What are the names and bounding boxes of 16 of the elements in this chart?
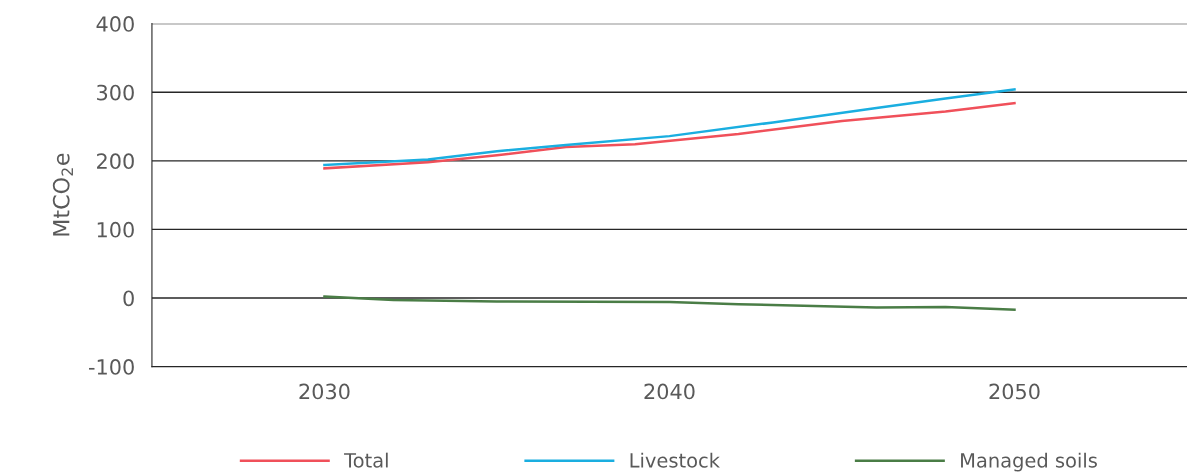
x-tick-label: 2040 — [644, 383, 695, 400]
line-series — [323, 295, 1016, 311]
x-tick-label: 2030 — [299, 383, 350, 400]
y-tick-label: 300 — [97, 84, 134, 101]
legend-label: Managed soils — [961, 452, 1097, 472]
y-tick-label: 0 — [123, 290, 134, 307]
y-tick-label: -100 — [89, 359, 134, 375]
line-series — [323, 88, 1016, 167]
y-tick-label: 400 — [96, 16, 134, 32]
y-tick-label: 100 — [97, 221, 134, 238]
legend-label: Livestock — [630, 452, 720, 468]
y-tick-label: 200 — [97, 153, 134, 170]
line-series — [323, 101, 1016, 170]
x-tick-label: 2050 — [989, 383, 1040, 400]
legend-label: Total — [344, 452, 388, 468]
y-axis-title: MtCO$_{2}$e — [52, 153, 73, 236]
